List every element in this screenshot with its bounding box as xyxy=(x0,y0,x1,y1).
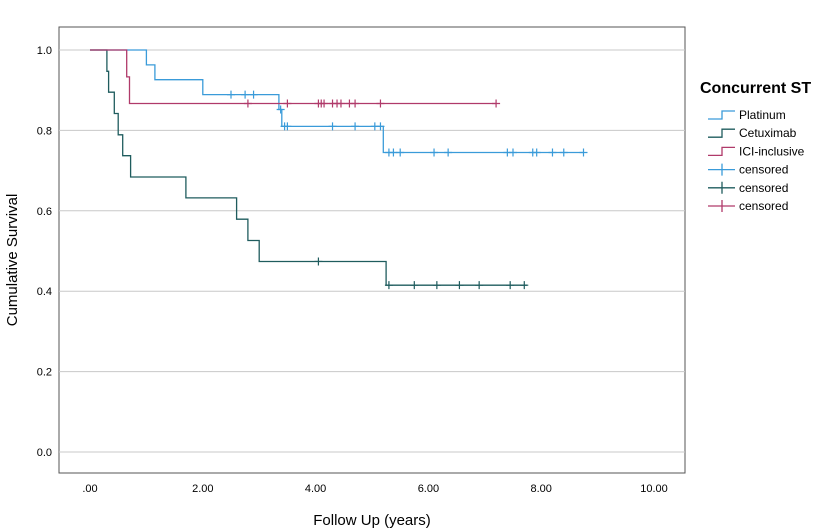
legend-label: censored xyxy=(739,181,788,195)
censor-mark xyxy=(351,122,360,131)
x-axis-ticks: .00 2.00 4.00 6.00 8.00 10.00 xyxy=(82,483,667,495)
censor-mark xyxy=(432,281,441,290)
legend-label: ICI-inclusive xyxy=(739,144,805,158)
legend-entry: censored xyxy=(708,181,788,195)
x-tick-label: 6.00 xyxy=(418,483,439,495)
censor-mark xyxy=(579,148,588,157)
legend-entry: ICI-inclusive xyxy=(708,144,805,158)
x-tick-label: 10.00 xyxy=(640,483,668,495)
legend-label: Cetuximab xyxy=(739,126,797,140)
x-axis-title: Follow Up (years) xyxy=(313,512,431,529)
x-tick-label: 8.00 xyxy=(530,483,551,495)
censor-mark xyxy=(276,105,285,114)
censor-mark xyxy=(396,148,405,157)
censor-mark xyxy=(475,281,484,290)
censor-mark xyxy=(314,257,323,266)
censor-mark xyxy=(548,148,557,157)
censor-mark xyxy=(492,99,501,108)
legend-entry: Platinum xyxy=(708,108,786,122)
censor-mark xyxy=(455,281,464,290)
series-ici-inclusive xyxy=(90,49,501,108)
legend: Concurrent ST Platinum Cetuximab ICI-inclu… xyxy=(700,80,811,213)
y-axis-title: Cumulative Survival xyxy=(4,194,21,327)
legend-censor-swatch xyxy=(708,163,735,176)
legend-label: censored xyxy=(739,163,788,177)
legend-entry: censored xyxy=(708,163,788,177)
series-platinum xyxy=(90,49,588,157)
legend-step-swatch xyxy=(708,128,735,138)
legend-step-swatch xyxy=(708,146,735,157)
legend-label: Platinum xyxy=(739,108,786,122)
censor-mark xyxy=(410,281,419,290)
y-tick-label: 0.6 xyxy=(37,206,52,218)
censor-mark xyxy=(559,148,568,157)
censor-mark xyxy=(506,281,515,290)
censor-mark xyxy=(243,99,252,108)
y-tick-label: 0.8 xyxy=(37,125,52,137)
legend-title: Concurrent ST xyxy=(700,80,811,97)
legend-entries: Platinum Cetuximab ICI-inclusive censored ce… xyxy=(708,108,805,213)
x-tick-label: 2.00 xyxy=(192,483,213,495)
y-tick-label: 0.4 xyxy=(37,286,52,298)
legend-entry: censored xyxy=(708,199,788,213)
censor-mark xyxy=(389,148,398,157)
legend-censor-swatch xyxy=(708,181,735,194)
plot-frame xyxy=(58,26,686,474)
y-tick-label: 1.0 xyxy=(37,45,52,57)
censor-mark xyxy=(241,90,250,99)
survival-step-line xyxy=(90,49,584,154)
survival-step-line xyxy=(90,49,497,105)
censor-mark xyxy=(376,99,385,108)
x-tick-label: 4.00 xyxy=(305,483,326,495)
censor-mark xyxy=(351,99,360,108)
censor-mark xyxy=(509,148,517,157)
censor-mark xyxy=(283,99,292,108)
gridlines xyxy=(59,49,685,453)
censor-mark xyxy=(336,99,345,108)
legend-label: censored xyxy=(739,199,788,213)
censor-mark xyxy=(249,90,258,99)
censor-mark xyxy=(384,281,393,290)
legend-censor-swatch xyxy=(708,200,735,212)
legend-entry: Cetuximab xyxy=(708,126,797,140)
censor-mark xyxy=(283,122,292,131)
censor-mark xyxy=(376,122,385,131)
censor-mark xyxy=(320,99,329,108)
x-tick-label: .00 xyxy=(82,483,97,495)
censor-mark xyxy=(430,148,439,157)
y-axis-ticks: 0.0 0.2 0.4 0.6 0.8 1.0 xyxy=(37,45,52,459)
censor-mark xyxy=(328,122,337,131)
y-tick-label: 0.2 xyxy=(37,367,52,379)
y-tick-label: 0.0 xyxy=(37,447,52,459)
series-layer xyxy=(90,49,588,290)
censor-mark xyxy=(532,148,541,157)
censor-mark xyxy=(444,148,453,157)
survival-step-line xyxy=(90,49,528,286)
censor-mark xyxy=(520,281,529,290)
legend-step-swatch xyxy=(708,110,735,120)
series-cetuximab xyxy=(90,49,529,290)
censor-mark xyxy=(227,90,235,99)
